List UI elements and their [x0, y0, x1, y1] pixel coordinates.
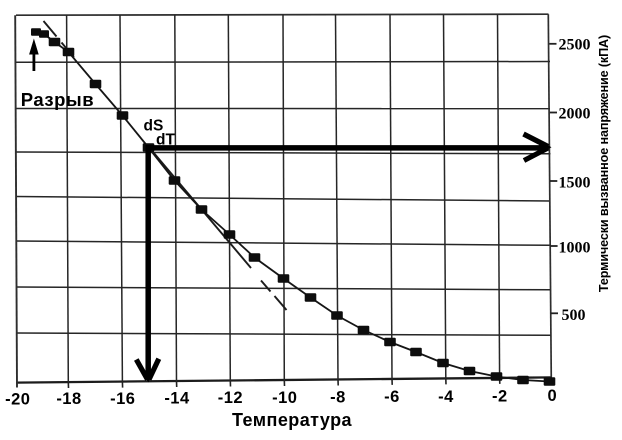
- svg-text:dS: dS: [144, 117, 164, 134]
- svg-text:-18: -18: [56, 390, 81, 408]
- svg-text:2500: 2500: [559, 36, 591, 53]
- svg-text:500: 500: [562, 307, 586, 324]
- svg-text:-2: -2: [492, 387, 508, 405]
- svg-text:0: 0: [547, 387, 557, 405]
- svg-text:Разрыв: Разрыв: [21, 89, 94, 110]
- svg-text:1000: 1000: [559, 240, 591, 257]
- svg-text:-10: -10: [272, 389, 297, 407]
- svg-text:-14: -14: [164, 389, 190, 407]
- svg-text:Температура: Температура: [232, 410, 353, 430]
- svg-text:-4: -4: [438, 388, 454, 406]
- svg-text:-8: -8: [330, 388, 346, 406]
- svg-text:2000: 2000: [559, 105, 591, 122]
- svg-text:-16: -16: [110, 390, 135, 408]
- svg-text:-12: -12: [218, 389, 243, 407]
- svg-text:Термически вызванное напряжени: Термически вызванное напряжение (кПА): [597, 35, 611, 292]
- svg-text:-20: -20: [5, 390, 30, 408]
- svg-text:dT: dT: [156, 132, 175, 149]
- svg-text:-6: -6: [384, 388, 400, 406]
- svg-text:1500: 1500: [559, 174, 591, 191]
